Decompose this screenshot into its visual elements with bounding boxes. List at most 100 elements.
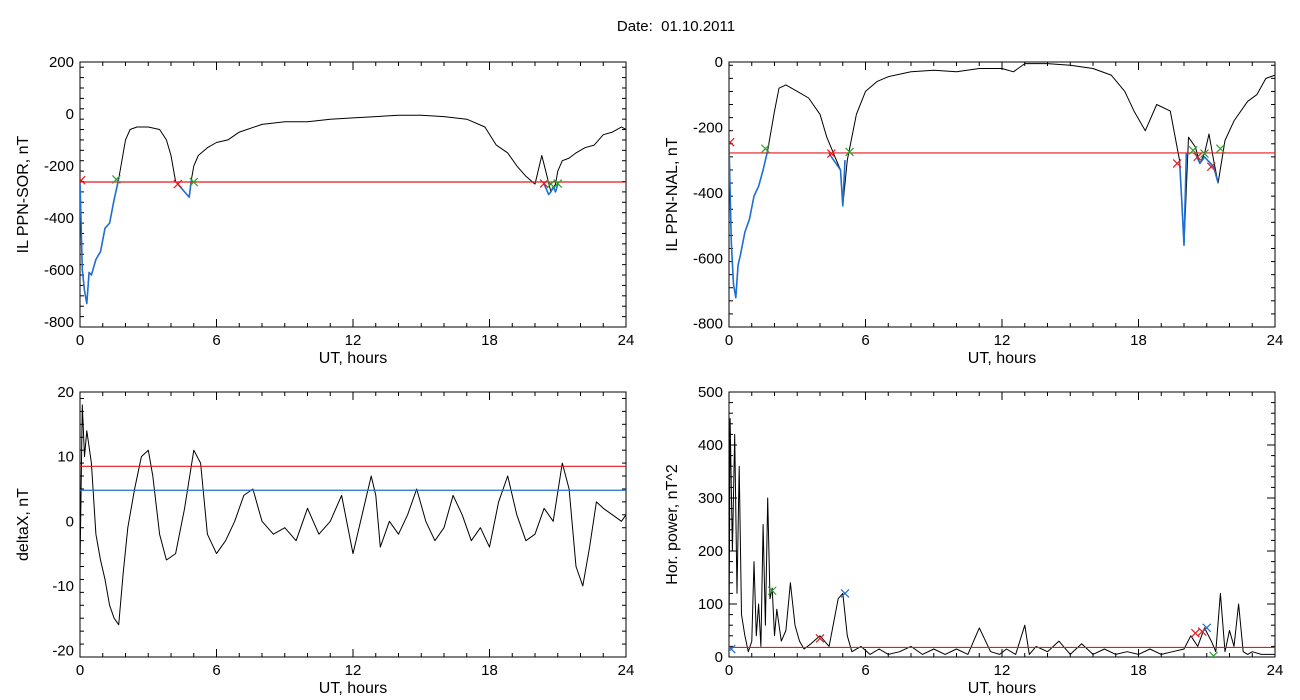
event-marker: [1215, 144, 1225, 154]
y-tick-label: 0: [66, 513, 74, 530]
plot-area: [729, 63, 1275, 299]
chart-panel-power: 0 6 12 18 24 0 100 200 300 400 500 UT, hours Hor. po…: [664, 384, 1283, 697]
event-marker-stroke: [845, 147, 854, 157]
y-tick-label: 300: [698, 490, 723, 507]
x-tick-label: 24: [1267, 662, 1284, 679]
x-tick-label: 6: [861, 332, 869, 349]
y-tick-label: -10: [52, 578, 74, 595]
y-tick-label: -600: [44, 262, 74, 279]
y-tick-label: -800: [44, 314, 74, 331]
series-line-0: [729, 418, 1275, 655]
x-tick-label: 24: [618, 662, 635, 679]
event-marker-stroke: [840, 588, 850, 598]
event-marker: [1188, 145, 1198, 155]
x-axis-label: UT, hours: [968, 680, 1036, 697]
series-line-3: [543, 183, 559, 196]
event-marker: [815, 634, 825, 643]
event-marker-stroke: [760, 144, 770, 154]
chart-panel-nal: 0 6 12 18 24 -800 -600 -400 -200 0 UT, hours IL PPN…: [664, 54, 1283, 367]
y-tick-label: 200: [698, 543, 723, 560]
x-tick-label: 12: [345, 662, 362, 679]
y-tick-label: 400: [698, 437, 723, 454]
chart-panel-deltax: 0 6 12 18 24 -20 -10 0 10 20 UT, hours deltaX, nT: [15, 384, 634, 697]
y-axis-label: deltaX, nT: [15, 488, 32, 561]
x-tick-label: 0: [76, 332, 84, 349]
event-marker: [1209, 651, 1218, 657]
y-tick-label: -200: [693, 119, 723, 136]
event-marker: [729, 137, 735, 147]
event-marker: [840, 588, 850, 598]
x-tick-label: 6: [861, 662, 869, 679]
event-marker-stroke: [1211, 651, 1218, 657]
event-marker-stroke: [80, 175, 86, 183]
event-marker-stroke: [1193, 152, 1203, 162]
event-marker-stroke: [729, 137, 735, 145]
event-marker-stroke: [189, 177, 199, 187]
y-tick-label: -20: [52, 643, 74, 660]
event-marker-stroke: [1172, 158, 1182, 168]
x-axis-label: UT, hours: [319, 350, 387, 367]
event-marker: [1193, 152, 1203, 162]
y-axis-label: IL PPN-NAL, nT: [664, 137, 681, 251]
series-line-2: [828, 153, 846, 207]
plot-frame: [79, 391, 627, 658]
event-marker: [767, 586, 777, 596]
y-tick-label: -800: [693, 316, 723, 333]
event-marker: [80, 175, 86, 185]
x-tick-label: 0: [76, 662, 84, 679]
x-axis-label: UT, hours: [319, 680, 387, 697]
x-tick-label: 12: [994, 662, 1011, 679]
y-tick-label: -200: [44, 158, 74, 175]
event-marker: [189, 177, 199, 187]
plot-area: [80, 404, 626, 626]
x-tick-label: 18: [1130, 662, 1147, 679]
x-tick-label: 0: [725, 332, 733, 349]
event-marker-stroke: [729, 644, 736, 653]
event-marker: [845, 147, 854, 157]
event-marker-stroke: [826, 149, 836, 159]
event-marker-stroke: [1200, 149, 1209, 159]
x-axis-label: UT, hours: [968, 350, 1036, 367]
plot-area: [80, 114, 626, 305]
y-tick-label: 0: [66, 106, 74, 123]
event-marker-stroke: [539, 179, 549, 189]
event-marker-stroke: [111, 175, 121, 184]
x-tick-label: 0: [725, 662, 733, 679]
event-marker: [729, 644, 736, 654]
x-tick-label: 12: [994, 332, 1011, 349]
event-marker: [1202, 623, 1212, 633]
y-axis-label: IL PPN-SOR, nT: [15, 135, 32, 253]
series-line-0: [80, 114, 626, 305]
y-tick-label: 0: [715, 54, 723, 71]
event-marker: [1200, 149, 1209, 159]
x-tick-label: 6: [212, 332, 220, 349]
event-marker-stroke: [546, 179, 556, 189]
event-marker-stroke: [173, 179, 183, 189]
series-line-0: [729, 63, 1275, 299]
page-title: Date: 01.10.2011: [616, 18, 736, 35]
y-tick-label: 10: [57, 449, 74, 466]
x-tick-label: 18: [1130, 332, 1147, 349]
event-marker: [173, 179, 183, 189]
y-tick-label: 0: [715, 649, 723, 666]
x-tick-label: 6: [212, 662, 220, 679]
y-axis-label: Hor. power, nT^2: [664, 464, 681, 585]
x-tick-label: 18: [481, 332, 498, 349]
y-tick-label: 100: [698, 596, 723, 613]
x-tick-label: 24: [618, 332, 635, 349]
series-line-1: [80, 178, 120, 305]
series-line-4: [1194, 153, 1219, 184]
x-tick-label: 18: [481, 662, 498, 679]
event-marker: [539, 179, 549, 189]
plot-frame: [79, 61, 627, 328]
event-marker-stroke: [767, 586, 777, 596]
series-line-1: [729, 143, 769, 299]
event-marker: [1206, 162, 1216, 172]
event-marker-stroke: [553, 179, 563, 189]
event-marker-stroke: [1202, 623, 1212, 633]
y-tick-label: -600: [693, 250, 723, 267]
event-marker-stroke: [1190, 628, 1200, 638]
event-marker-stroke: [1188, 145, 1198, 155]
series-line-0: [80, 404, 626, 626]
